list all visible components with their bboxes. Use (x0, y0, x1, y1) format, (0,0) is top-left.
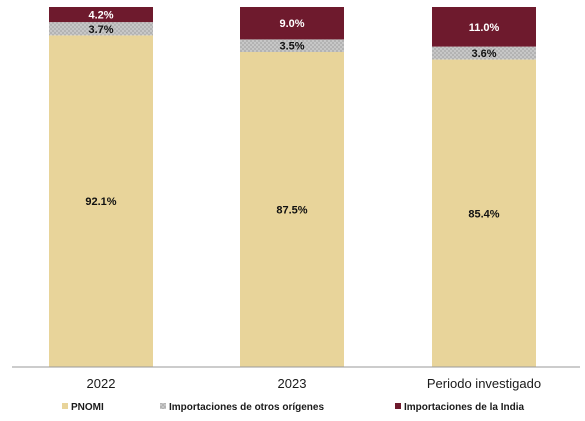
data-label-importaciones-de-otros-origenes-periodo-investigado: 3.6% (471, 48, 496, 60)
data-label-importaciones-de-otros-origenes-2022: 3.7% (88, 24, 113, 36)
bar-pnomi-2022 (49, 35, 153, 367)
bars-layer: 92.1% 3.7% 4.2% 87.5% 3.5% 9.0% 85.4% 3.6% 11.0% (49, 7, 536, 368)
legend-swatch-pnomi (62, 403, 68, 409)
legend-label-importaciones-de-la-india: Importaciones de la India (404, 402, 524, 413)
legend: PNOMI Importaciones de otros orígenes Impo… (62, 402, 524, 413)
legend-swatch-importaciones-de-otros-origenes (160, 403, 166, 409)
x-tick-label-2023: 2023 (278, 376, 307, 391)
data-label-importaciones-de-la-india-2022: 4.2% (88, 10, 113, 22)
data-label-pnomi-2022: 92.1% (85, 196, 116, 208)
bar-importaciones-de-la-india-periodo-investigado (432, 7, 536, 47)
bar-importaciones-de-otros-origenes-2023 (240, 39, 344, 52)
data-label-importaciones-de-la-india-2023: 9.0% (279, 18, 304, 30)
legend-swatch-importaciones-de-la-india (395, 403, 401, 409)
legend-item-importaciones-de-la-india: Importaciones de la India (395, 402, 524, 413)
x-axis-ticks: 2022 2023 Periodo investigado (87, 376, 542, 391)
bar-importaciones-de-la-india-2023 (240, 7, 344, 40)
legend-label-pnomi: PNOMI (71, 402, 104, 413)
legend-label-importaciones-de-otros-origenes: Importaciones de otros orígenes (169, 402, 324, 413)
bar-importaciones-de-otros-origenes-2022 (49, 22, 153, 36)
bar-importaciones-de-otros-origenes-periodo-investigado (432, 46, 536, 60)
legend-item-importaciones-de-otros-origenes: Importaciones de otros orígenes (160, 402, 324, 413)
bar-pnomi-periodo-investigado (432, 59, 536, 368)
data-label-pnomi-periodo-investigado: 85.4% (468, 208, 499, 220)
bar-pnomi-2023 (240, 52, 344, 367)
legend-item-pnomi: PNOMI (62, 402, 104, 413)
data-label-pnomi-2023: 87.5% (276, 205, 307, 217)
data-label-importaciones-de-otros-origenes-2023: 3.5% (279, 41, 304, 53)
data-label-importaciones-de-la-india-periodo-investigado: 11.0% (469, 22, 500, 34)
bar-importaciones-de-la-india-2022 (49, 7, 153, 23)
x-tick-label-periodo-investigado: Periodo investigado (427, 376, 541, 391)
x-tick-label-2022: 2022 (87, 376, 116, 391)
